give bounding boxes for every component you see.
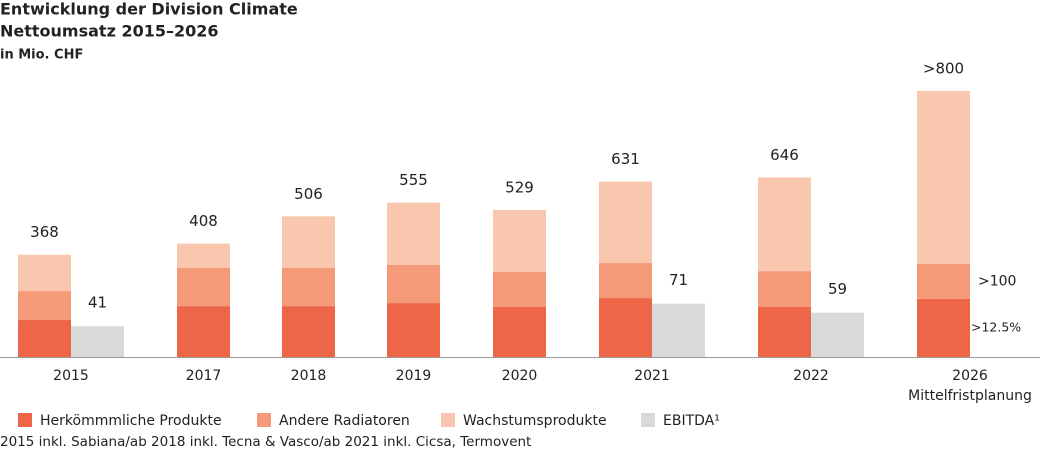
x-tick-sublabel: Mittelfristplanung	[908, 388, 1032, 404]
x-tick-label: 2022	[793, 368, 829, 384]
ebitda-label: 71	[669, 271, 688, 289]
x-tick-label: 2026	[952, 368, 988, 384]
bar-segment	[917, 90, 970, 264]
bar-segment	[18, 320, 71, 357]
total-label: 408	[189, 212, 218, 230]
bar-segment	[599, 298, 652, 357]
legend-swatch	[18, 413, 32, 427]
bar-segment	[493, 209, 546, 272]
legend-swatch	[257, 413, 271, 427]
x-tick-label: 2020	[502, 368, 538, 384]
unit-label: in Mio. CHF	[0, 48, 83, 63]
segment-label: >100	[978, 273, 1016, 289]
bar-segment	[917, 263, 970, 299]
bar-segment	[758, 271, 811, 307]
bar-segment	[282, 268, 335, 307]
legend-label: Andere Radiatoren	[279, 413, 410, 429]
bar-segment	[177, 306, 230, 357]
chart-subtitle: Nettoumsatz 2015–2026	[0, 22, 219, 41]
bar-segment	[758, 177, 811, 272]
x-tick-label: 2015	[53, 368, 89, 384]
bar-segment	[387, 264, 440, 304]
total-label: 646	[770, 146, 799, 164]
bar-segment	[177, 268, 230, 307]
total-label: 529	[505, 178, 534, 196]
x-tick-label: 2019	[396, 368, 432, 384]
bar-segment	[282, 306, 335, 357]
legend-label: Wachstumsprodukte	[463, 413, 607, 429]
ebitda-bar	[811, 312, 864, 357]
bar-segment	[18, 291, 71, 321]
x-tick-label: 2021	[634, 368, 670, 384]
bar-segment	[282, 216, 335, 269]
legend-label: EBITDA¹	[663, 413, 720, 429]
legend-swatch	[641, 413, 655, 427]
bar-segment	[599, 263, 652, 299]
bar-segment	[758, 306, 811, 357]
bar-segment	[387, 303, 440, 357]
ebitda-label: 41	[88, 294, 107, 312]
bar-segment	[599, 181, 652, 264]
legend-label: Herkömmmliche Produkte	[40, 413, 222, 429]
chart-title: Entwicklung der Division Climate	[0, 0, 298, 19]
total-label: 631	[611, 150, 640, 168]
ebitda-label: 59	[828, 280, 847, 298]
bar-segment	[177, 243, 230, 269]
bar-segment	[18, 254, 71, 292]
total-label: 368	[30, 223, 59, 241]
x-tick-label: 2018	[291, 368, 327, 384]
ebitda-bar	[652, 303, 705, 357]
bar-segment	[493, 271, 546, 307]
ebitda-bar	[71, 326, 124, 357]
total-label: 555	[399, 171, 428, 189]
bar-segment	[917, 298, 970, 357]
total-label: 506	[294, 185, 323, 203]
x-tick-label: 2017	[186, 368, 222, 384]
annotation: >12.5%	[971, 319, 1021, 334]
total-label: >800	[923, 59, 964, 77]
footnote: 2015 inkl. Sabiana/ab 2018 inkl. Tecna &…	[0, 434, 531, 450]
legend-swatch	[441, 413, 455, 427]
bar-segment	[493, 306, 546, 357]
bar-segment	[387, 202, 440, 265]
